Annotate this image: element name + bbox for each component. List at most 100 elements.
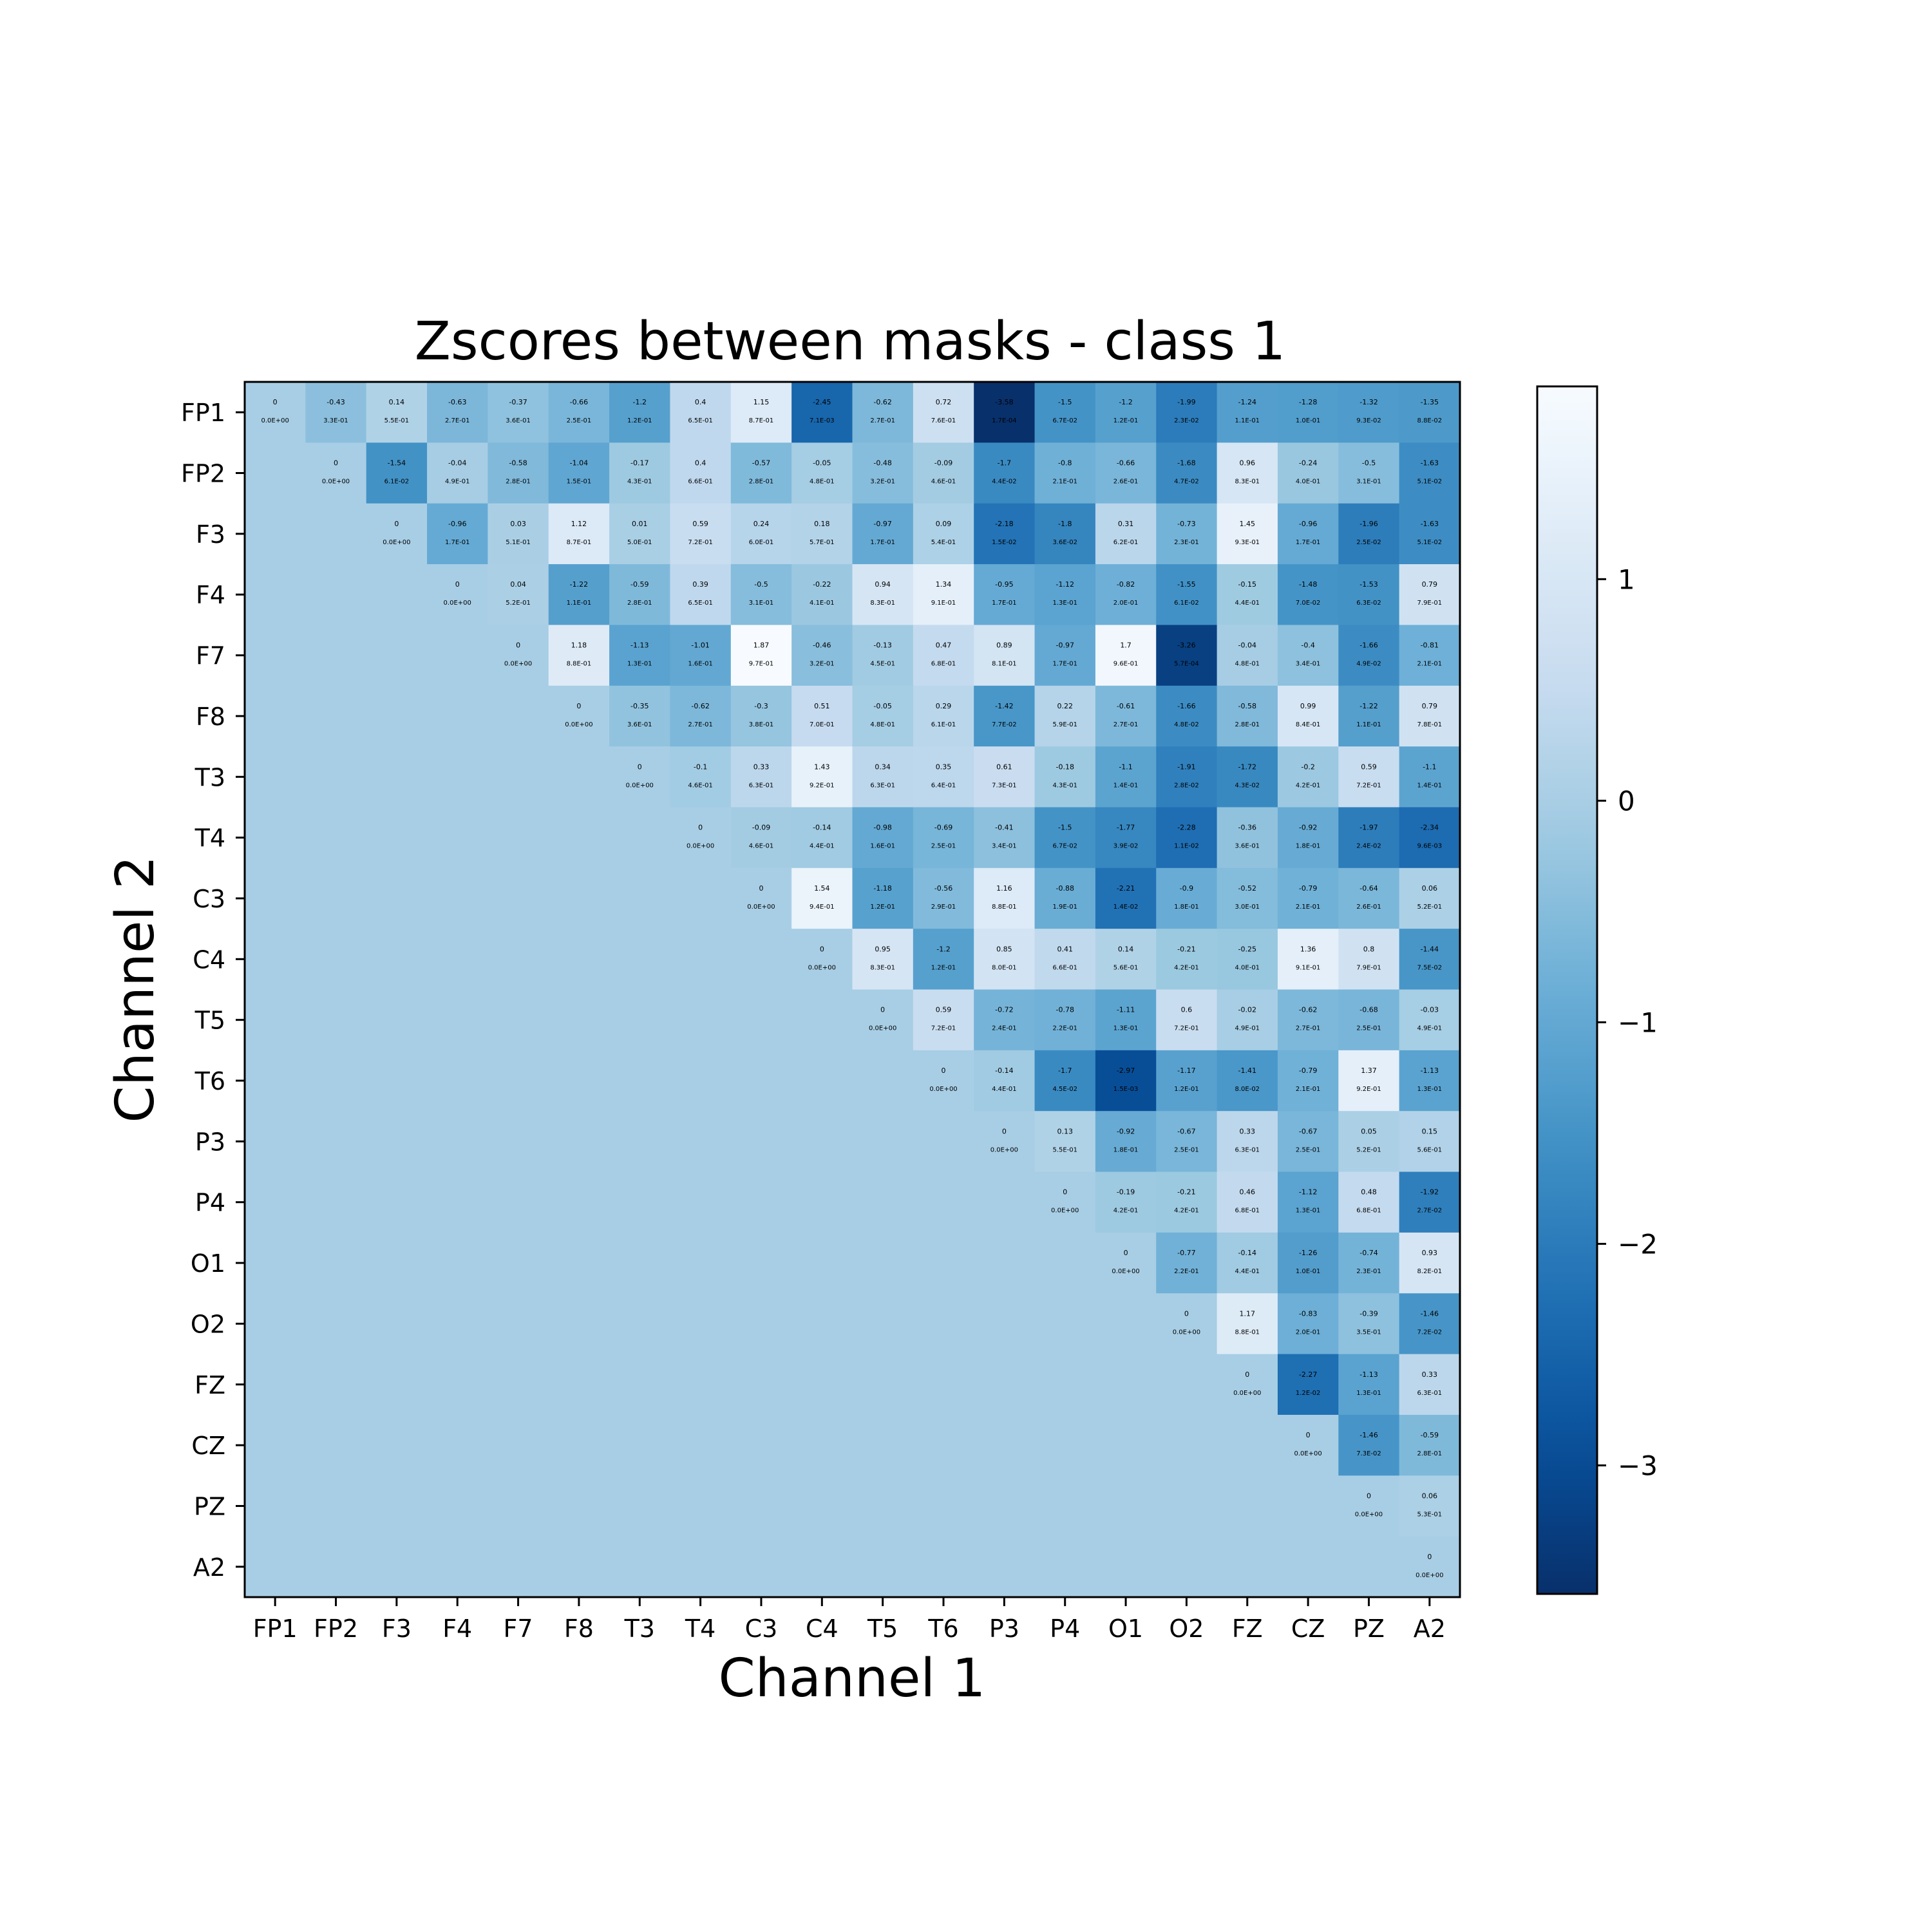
heatmap-cell (1095, 867, 1157, 929)
heatmap-cell (609, 807, 671, 869)
cell-zscore-label: -1.7 (1058, 1066, 1072, 1075)
heatmap-cell (791, 1293, 853, 1355)
heatmap-cell (1095, 564, 1157, 625)
cell-zscore-label: 1.36 (1300, 945, 1316, 953)
cell-zscore-label: 0.03 (510, 520, 526, 528)
cell-pvalue-label: 1.7E-01 (992, 600, 1017, 607)
heatmap-cell (609, 1111, 671, 1173)
cell-pvalue-label: 2.5E-01 (1296, 1146, 1321, 1153)
heatmap-cell (730, 867, 792, 929)
heatmap-cell (1338, 625, 1400, 687)
cell-zscore-label: -0.59 (1421, 1431, 1439, 1439)
heatmap-cell (730, 807, 792, 869)
cell-pvalue-label: 4.7E-02 (1174, 478, 1199, 486)
cell-pvalue-label: 1.3E-01 (1356, 1390, 1381, 1397)
y-tick-label: F4 (196, 581, 225, 609)
cell-pvalue-label: 2.9E-01 (931, 904, 956, 911)
cell-zscore-label: 0.33 (1240, 1127, 1256, 1135)
heatmap-cell (305, 1050, 367, 1112)
cell-pvalue-label: 1.3E-01 (1052, 600, 1077, 607)
cell-pvalue-label: 2.5E-01 (567, 417, 592, 424)
cell-zscore-label: 0.05 (1361, 1127, 1377, 1135)
heatmap-cell (1156, 442, 1218, 504)
cell-zscore-label: -0.43 (327, 398, 345, 406)
cell-zscore-label: -0.04 (448, 459, 466, 468)
cell-zscore-label: -0.97 (873, 520, 891, 528)
cell-pvalue-label: 0.0E+00 (1233, 1390, 1261, 1397)
cell-zscore-label: -1.32 (1359, 398, 1378, 406)
heatmap-cell (609, 1171, 671, 1233)
y-tick-label: FZ (194, 1371, 225, 1399)
cell-pvalue-label: 6.1E-01 (931, 721, 956, 728)
cell-zscore-label: -0.98 (873, 824, 891, 832)
cell-pvalue-label: 6.3E-01 (749, 782, 774, 789)
cell-zscore-label: 0 (1245, 1370, 1249, 1379)
cell-pvalue-label: 3.6E-01 (506, 417, 531, 424)
cell-pvalue-label: 1.8E-01 (1113, 1146, 1139, 1153)
heatmap-cell (1034, 442, 1096, 504)
cell-zscore-label: 0.4 (695, 398, 706, 406)
heatmap-cell (852, 382, 914, 443)
heatmap-cell (791, 1354, 853, 1416)
heatmap-cell (791, 989, 853, 1051)
heatmap-cell (1156, 1111, 1218, 1173)
cell-zscore-label: -1.96 (1359, 520, 1378, 528)
cell-zscore-label: -0.79 (1299, 1066, 1317, 1075)
y-tick-label: FP2 (181, 460, 225, 488)
heatmap-cell (548, 1171, 610, 1233)
colorbar-tick-label: −1 (1618, 1007, 1658, 1038)
heatmap-cell (245, 929, 306, 990)
heatmap-cell (1217, 382, 1278, 443)
heatmap-cell (1277, 685, 1339, 747)
cell-pvalue-label: 6.6E-01 (688, 478, 713, 486)
cell-zscore-label: 0 (334, 459, 338, 468)
heatmap-cell (427, 1475, 488, 1537)
cell-pvalue-label: 1.6E-01 (870, 843, 895, 850)
heatmap-cell (488, 685, 549, 747)
heatmap-cell (730, 503, 792, 565)
cell-zscore-label: -0.37 (509, 398, 527, 406)
heatmap-cell (974, 807, 1036, 869)
heatmap-cell (1338, 867, 1400, 929)
cell-zscore-label: 0.89 (996, 641, 1012, 650)
heatmap-cell (791, 1536, 853, 1598)
cell-pvalue-label: 1.3E-01 (627, 661, 652, 668)
colorbar-tick-label: −2 (1618, 1228, 1658, 1260)
y-tick-label: P3 (195, 1128, 225, 1156)
heatmap-cell (1399, 867, 1461, 929)
heatmap-cell (1399, 1475, 1461, 1537)
cell-pvalue-label: 5.6E-01 (1113, 964, 1139, 971)
cell-pvalue-label: 2.3E-01 (1174, 539, 1199, 546)
cell-pvalue-label: 4.5E-01 (870, 661, 895, 668)
cell-zscore-label: -1.2 (936, 945, 950, 953)
heatmap-cell (852, 1536, 914, 1598)
cell-pvalue-label: 4.3E-01 (1052, 782, 1077, 789)
heatmap-cell (1034, 1171, 1096, 1233)
heatmap-cell (1034, 1111, 1096, 1173)
cell-pvalue-label: 5.1E-02 (1417, 539, 1443, 546)
heatmap-cell (548, 625, 610, 687)
cell-zscore-label: -0.5 (754, 580, 768, 589)
heatmap-cell (305, 989, 367, 1051)
y-tick-label: T5 (194, 1007, 225, 1035)
heatmap-cell (1095, 1111, 1157, 1173)
cell-zscore-label: -2.45 (813, 398, 831, 406)
cell-pvalue-label: 8.7E-01 (749, 417, 774, 424)
cell-pvalue-label: 2.7E-01 (688, 721, 713, 728)
cell-zscore-label: -0.35 (630, 702, 649, 710)
cell-zscore-label: -1.13 (1421, 1066, 1439, 1075)
heatmap-cell (1034, 382, 1096, 443)
heatmap-cell (670, 807, 732, 869)
heatmap-cell (1399, 442, 1461, 504)
heatmap-cell (488, 1111, 549, 1173)
heatmap-cell (366, 1171, 428, 1233)
cell-zscore-label: -0.1 (694, 762, 707, 771)
heatmap-cell (427, 1050, 488, 1112)
heatmap-cell (245, 503, 306, 565)
cell-pvalue-label: 1.6E-01 (688, 661, 713, 668)
heatmap-cell (1095, 503, 1157, 565)
cell-pvalue-label: 1.2E-01 (627, 417, 652, 424)
y-tick-label: T3 (194, 763, 225, 791)
heatmap-cell (1034, 685, 1096, 747)
cell-zscore-label: -0.48 (873, 459, 891, 468)
